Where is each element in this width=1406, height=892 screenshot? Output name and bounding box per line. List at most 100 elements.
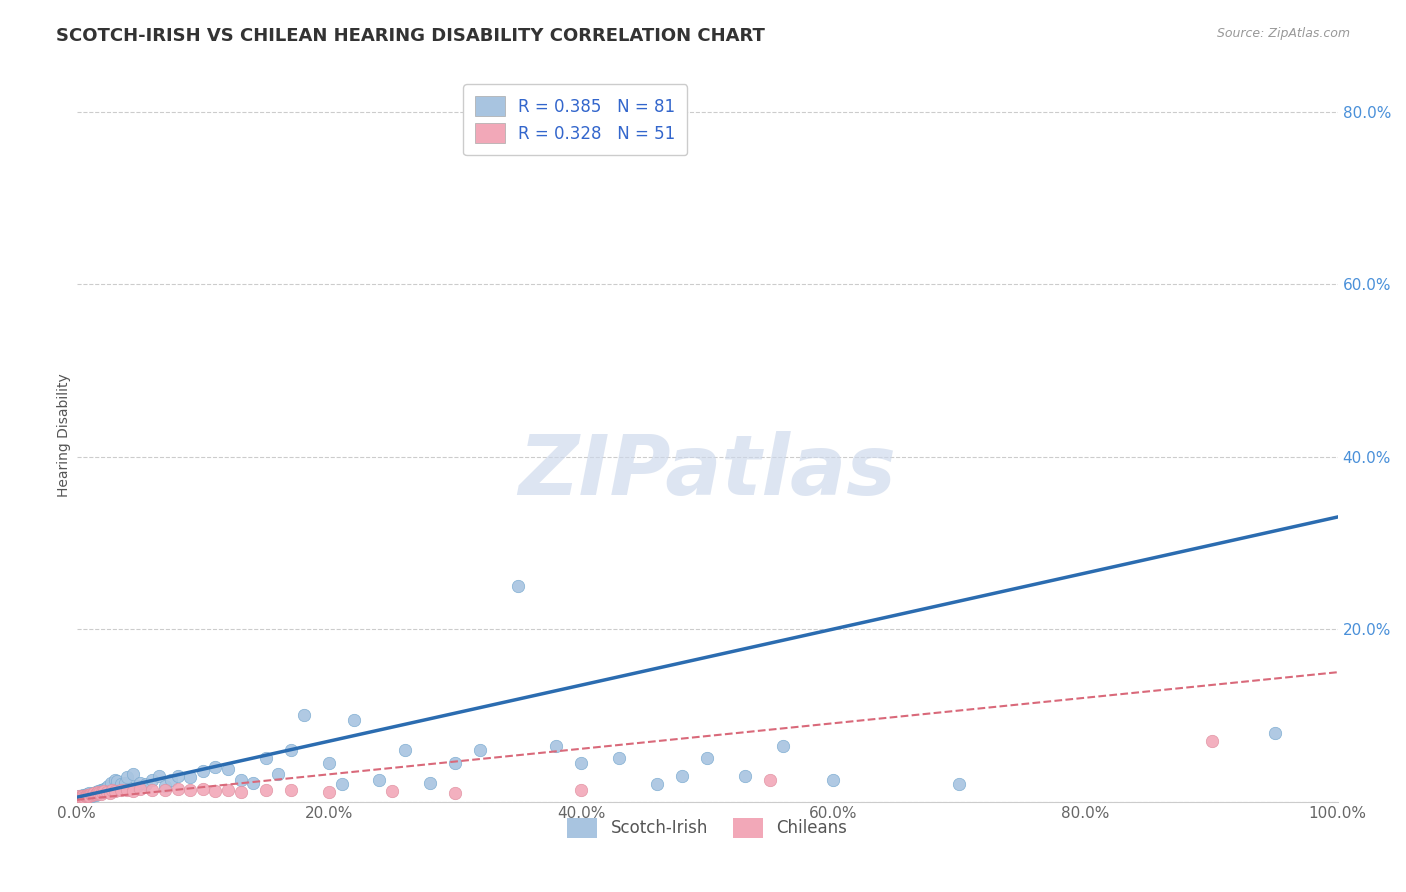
Point <box>77 789 100 804</box>
Point <box>67 789 90 804</box>
Point <box>128 781 150 796</box>
Point <box>79 789 101 803</box>
Point <box>105 773 128 788</box>
Point <box>91 782 114 797</box>
Point <box>83 786 105 800</box>
Point <box>77 789 100 804</box>
Point <box>79 787 101 801</box>
Point <box>79 786 101 800</box>
Text: SCOTCH-IRISH VS CHILEAN HEARING DISABILITY CORRELATION CHART: SCOTCH-IRISH VS CHILEAN HEARING DISABILI… <box>56 27 765 45</box>
Point <box>444 786 467 800</box>
Point <box>343 713 366 727</box>
Point <box>98 786 121 800</box>
Point <box>122 784 145 798</box>
Point <box>381 784 404 798</box>
Point <box>89 786 111 800</box>
Point <box>607 751 630 765</box>
Point <box>280 783 302 797</box>
Point <box>114 775 136 789</box>
Point <box>292 708 315 723</box>
Point <box>645 777 668 791</box>
Point <box>470 743 492 757</box>
Point <box>87 785 110 799</box>
Point <box>89 785 111 799</box>
Point <box>368 772 391 787</box>
Point <box>948 777 970 791</box>
Point <box>772 739 794 753</box>
Point <box>72 789 94 803</box>
Point <box>69 789 91 804</box>
Point <box>115 771 138 785</box>
Point <box>70 789 93 804</box>
Point <box>318 785 340 799</box>
Point <box>76 789 98 803</box>
Point <box>569 756 592 770</box>
Point <box>128 775 150 789</box>
Point <box>69 789 91 803</box>
Point <box>254 751 277 765</box>
Point <box>86 786 108 800</box>
Point <box>148 769 170 783</box>
Point <box>191 764 214 779</box>
Point <box>141 772 163 787</box>
Point <box>80 788 103 802</box>
Point <box>90 787 112 801</box>
Point <box>734 769 756 783</box>
Point <box>69 791 91 805</box>
Point <box>96 785 118 799</box>
Point <box>153 779 176 793</box>
Point <box>76 788 98 802</box>
Point <box>330 777 353 791</box>
Point <box>66 790 89 805</box>
Point <box>153 782 176 797</box>
Point <box>242 775 264 789</box>
Point <box>94 780 117 795</box>
Point <box>87 784 110 798</box>
Point <box>671 769 693 783</box>
Point <box>544 739 567 753</box>
Point <box>110 783 132 797</box>
Point <box>110 777 132 791</box>
Point <box>217 762 239 776</box>
Point <box>76 789 98 803</box>
Y-axis label: Hearing Disability: Hearing Disability <box>58 373 72 497</box>
Point <box>70 790 93 805</box>
Point <box>93 784 115 798</box>
Legend: Scotch-Irish, Chileans: Scotch-Irish, Chileans <box>561 811 853 845</box>
Point <box>254 782 277 797</box>
Point <box>83 787 105 801</box>
Point <box>72 788 94 802</box>
Point <box>76 787 98 801</box>
Point <box>419 775 441 789</box>
Point <box>280 743 302 757</box>
Point <box>204 784 226 798</box>
Point <box>135 777 157 791</box>
Point <box>267 767 290 781</box>
Point <box>166 781 188 796</box>
Point <box>160 772 183 787</box>
Point <box>70 790 93 805</box>
Point <box>75 789 97 803</box>
Point <box>72 791 94 805</box>
Point <box>100 775 122 789</box>
Point <box>823 772 845 787</box>
Point <box>72 789 94 804</box>
Point <box>79 789 101 803</box>
Point <box>73 790 96 805</box>
Point <box>179 783 201 797</box>
Point <box>229 772 252 787</box>
Point <box>67 791 90 805</box>
Point <box>82 786 104 800</box>
Point <box>82 787 104 801</box>
Text: ZIPatlas: ZIPatlas <box>519 431 896 512</box>
Point <box>394 743 416 757</box>
Point <box>72 789 94 804</box>
Point <box>229 785 252 799</box>
Point <box>506 579 529 593</box>
Point <box>75 789 97 804</box>
Point <box>84 787 107 801</box>
Point <box>204 760 226 774</box>
Point <box>217 783 239 797</box>
Point <box>569 783 592 797</box>
Point <box>69 790 91 805</box>
